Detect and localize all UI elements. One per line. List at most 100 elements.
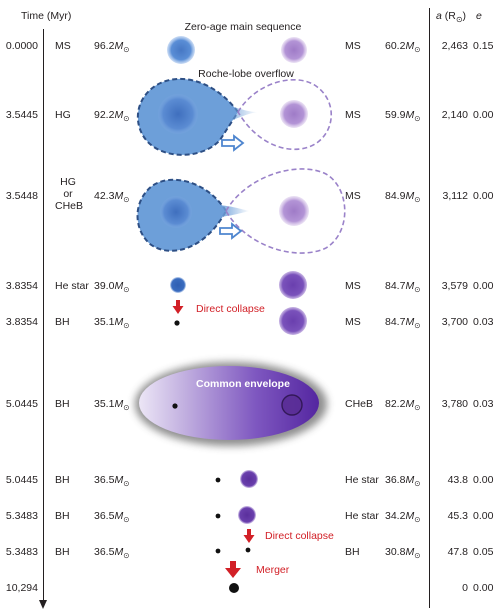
stage-time: 3.8354 [5,280,38,292]
time-column-header: Time (Myr) [21,10,72,22]
primary-stellar-type: CHeB [55,200,84,212]
secondary-stellar-type: MS [345,316,361,328]
eccentricity-symbol: e [476,10,482,22]
direct-collapse-label-2: Direct collapse [265,530,334,542]
primary-mass: 35.1M⊙ [94,398,130,413]
stage-time: 5.0445 [5,398,38,410]
orbital-separation: 47.8 [447,546,468,558]
primary-mass: 36.5M⊙ [94,474,130,489]
rlof-label: Roche-lobe overflow [198,68,294,80]
he-star-primary [170,277,186,293]
separation-symbol: a [436,10,442,22]
primary-mass: 35.1M⊙ [94,316,130,331]
secondary-stellar-type: MS [345,109,361,121]
primary-mass: 36.5M⊙ [94,510,130,525]
eccentricity: 0.03 [473,398,494,410]
cheb-primary-core [160,196,192,228]
black-hole-row7 [215,477,221,483]
eccentricity: 0.00 [473,510,494,522]
separation-unit-sun: ⊙ [455,15,463,25]
common-envelope [139,366,319,440]
secondary-stellar-type: MS [345,280,361,292]
stage-time: 10,294 [5,582,38,594]
eccentricity: 0.00 [473,190,494,202]
cheb-secondary-star [279,196,309,226]
secondary-stellar-type: MS [345,40,361,52]
hg-primary-core [158,94,198,134]
primary-mass: 39.0M⊙ [94,280,130,295]
merger-arrow [225,561,241,578]
primary-stellar-type: BH [55,474,70,486]
roche-lobe-secondary-hg [237,79,332,151]
secondary-stellar-type: MS [345,190,361,202]
separation-unit-open: (R [441,10,456,22]
primary-stellar-type: BH [55,510,70,522]
separation-column-header: a (R⊙) [436,10,466,24]
time-axis [43,29,44,601]
right-divider-line [429,8,430,608]
black-hole-row9-b [245,547,251,553]
secondary-stellar-type: He star [345,510,379,522]
secondary-mass: 30.8M⊙ [385,546,421,561]
roche-lobe-secondary-cheb [225,168,346,254]
primary-stellar-type: BH [55,546,70,558]
stage-time: 3.5445 [5,109,38,121]
black-hole-row9-a [215,548,221,554]
secondary-stellar-type: He star [345,474,379,486]
secondary-stellar-type: CHeB [345,398,374,410]
orbital-separation: 45.3 [447,510,468,522]
stage-time: 3.8354 [5,316,38,328]
secondary-mass: 59.9M⊙ [385,109,421,124]
black-hole-row5 [174,320,180,326]
transfer-arrow-1 [221,134,245,152]
zams-primary-star [167,36,195,64]
stage-time: 5.3483 [5,510,38,522]
stage-time: 5.3483 [5,546,38,558]
orbital-separation: 43.8 [447,474,468,486]
primary-stellar-type: BH [55,398,70,410]
orbital-separation: 2,463 [441,40,468,52]
eccentricity: 0.00 [473,474,494,486]
primary-stellar-type: HG [60,176,76,188]
mass-transfer-stream-2 [218,205,250,217]
primary-mass: 92.2M⊙ [94,109,130,124]
common-envelope-label: Common envelope [196,378,290,390]
eccentricity: 0.00 [473,582,494,594]
zams-secondary-star [281,37,307,63]
secondary-stellar-type: BH [345,546,360,558]
secondary-mass: 84.7M⊙ [385,316,421,331]
eccentricity: 0.03 [473,316,494,328]
secondary-mass: 34.2M⊙ [385,510,421,525]
primary-stellar-type: or [63,188,73,200]
primary-mass: 42.3M⊙ [94,190,130,205]
he-star-row7 [240,470,258,488]
primary-mass: 36.5M⊙ [94,546,130,561]
direct-collapse-arrow-1 [172,300,184,314]
orbital-separation: 3,579 [441,280,468,292]
he-star-row8 [238,506,256,524]
ms-secondary-row5 [279,307,307,335]
direct-collapse-label-1: Direct collapse [196,303,265,315]
orbital-separation: 3,112 [442,190,469,202]
ms-secondary-row4 [279,271,307,299]
black-hole-in-envelope [172,403,178,409]
secondary-mass: 82.2M⊙ [385,398,421,413]
secondary-mass: 84.7M⊙ [385,280,421,295]
primary-mass: 96.2M⊙ [94,40,130,55]
hg-secondary-star [280,100,308,128]
eccentricity: 0.15 [473,40,494,52]
orbital-separation: 3,700 [441,316,468,328]
secondary-mass: 36.8M⊙ [385,474,421,489]
orbital-separation: 0 [462,582,468,594]
orbital-separation: 3,780 [441,398,468,410]
secondary-mass: 84.9M⊙ [385,190,421,205]
separation-unit-close: ) [462,10,467,22]
direct-collapse-arrow-2 [243,529,255,543]
primary-stellar-type: MS [55,40,71,52]
orbital-separation: 2,140 [441,109,468,121]
stage-time: 3.5448 [5,190,38,202]
transfer-arrow-2 [219,222,243,240]
merger-label: Merger [256,564,290,576]
primary-stellar-type: He star [55,280,89,292]
